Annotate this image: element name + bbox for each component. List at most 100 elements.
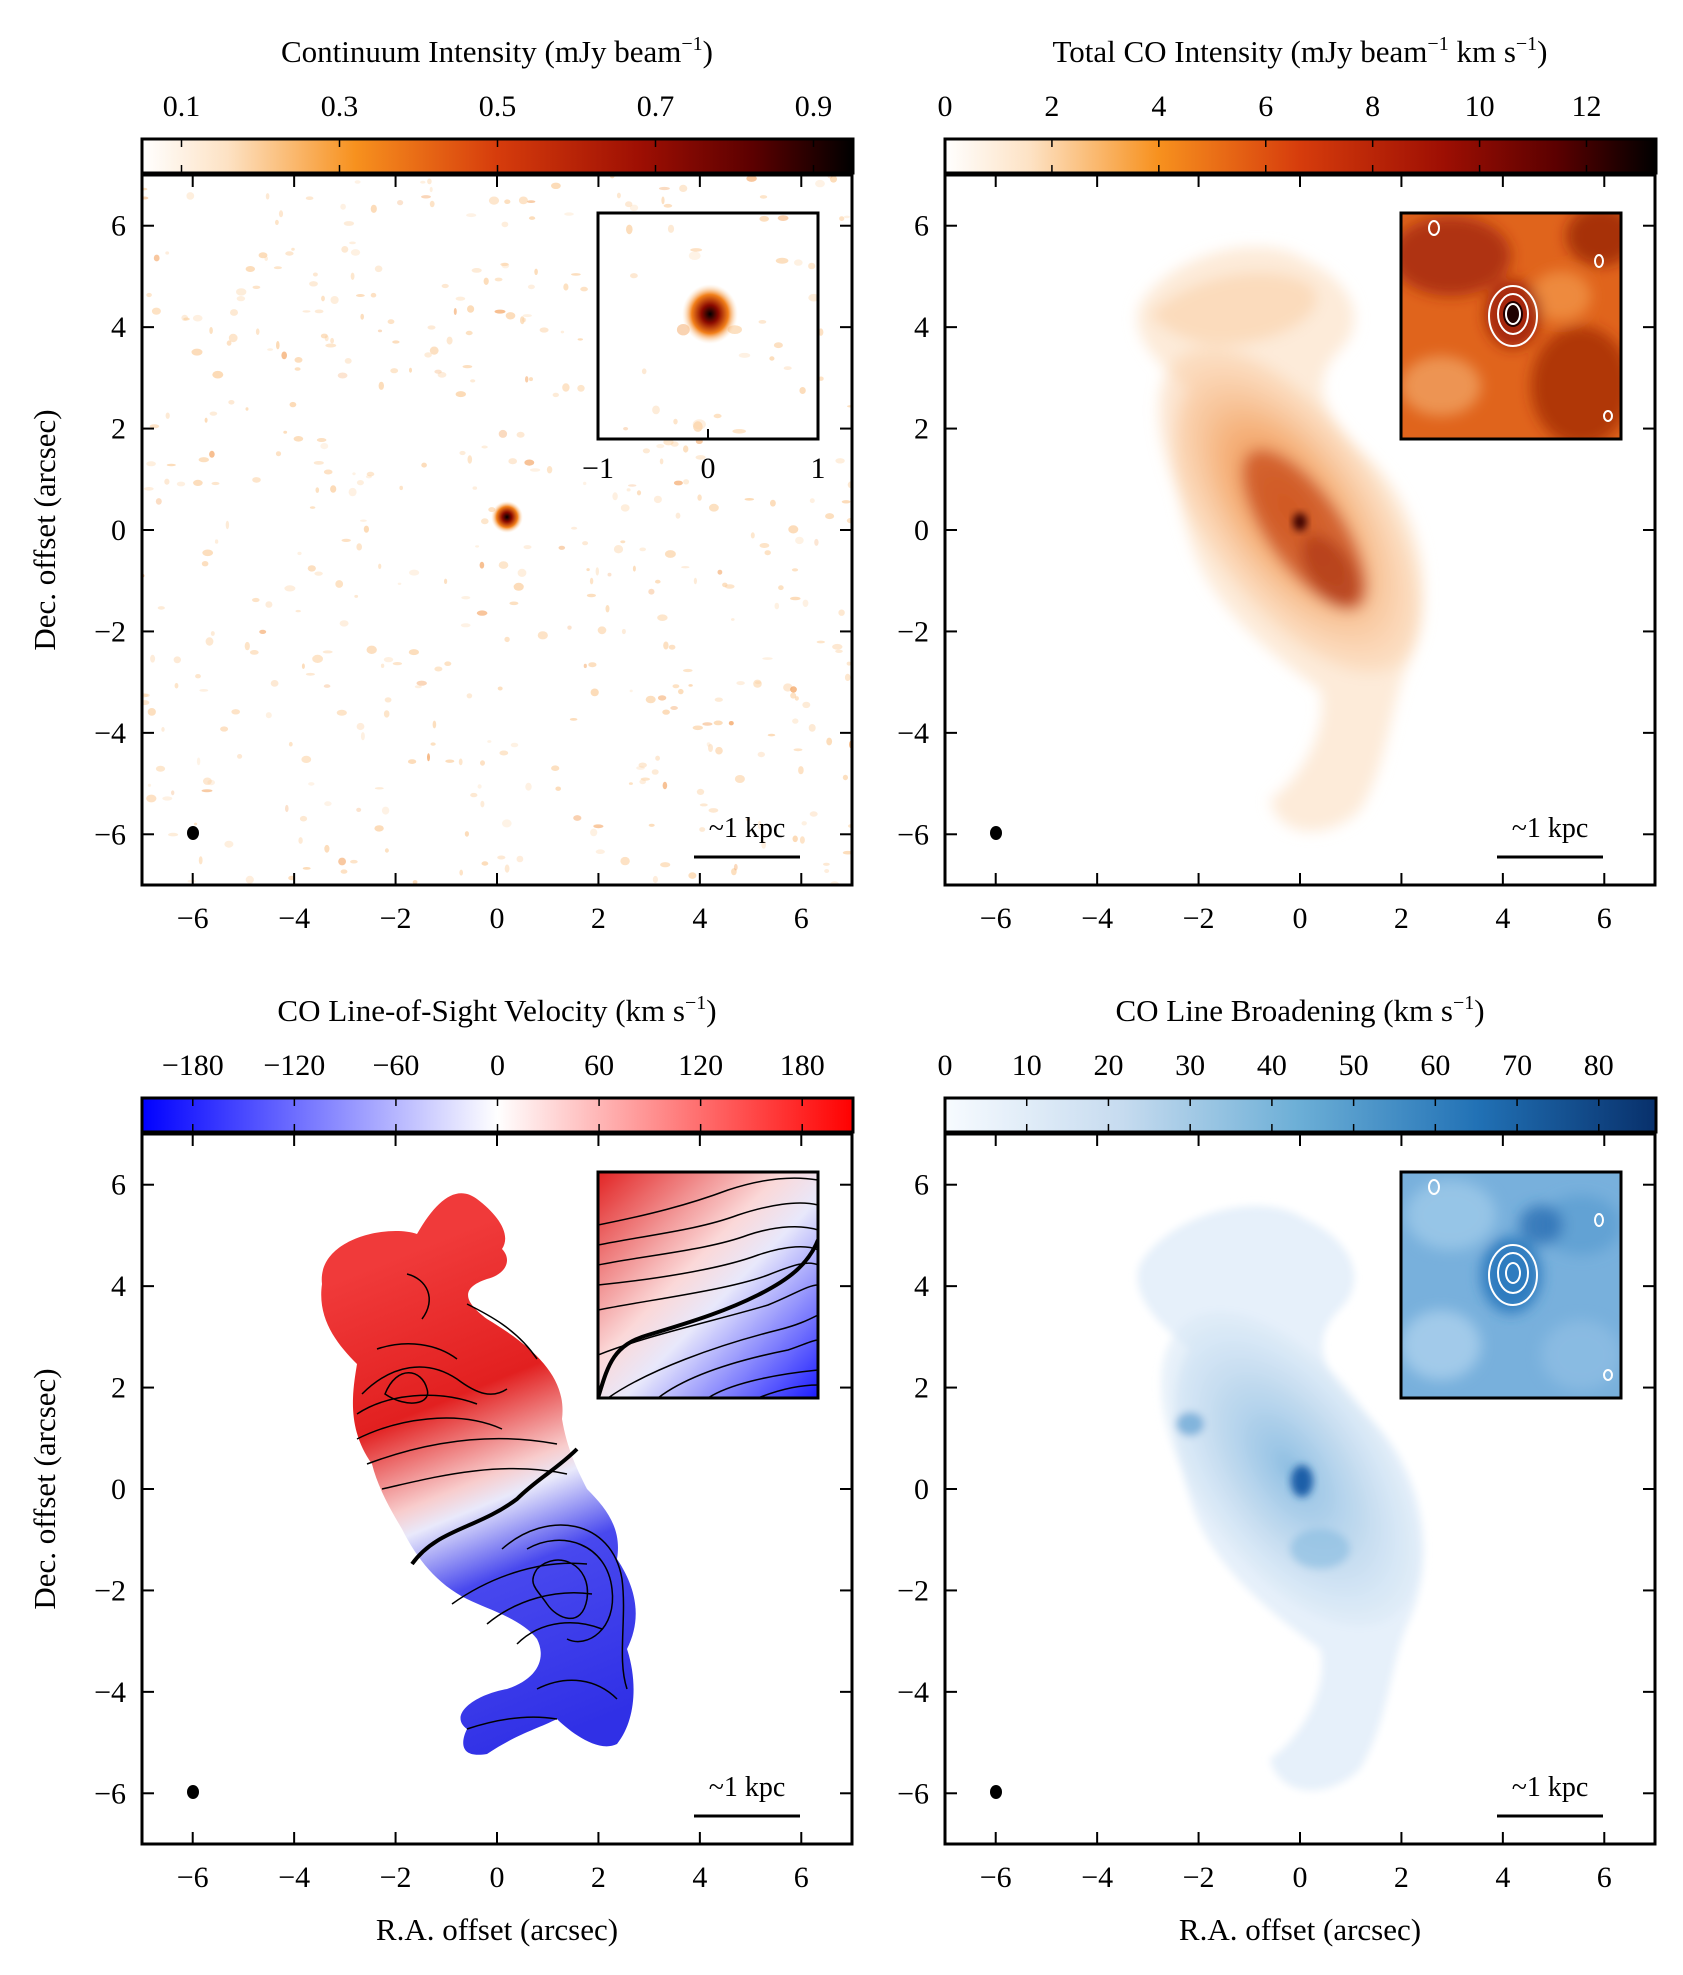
noise-speckle [502, 819, 512, 828]
noise-speckle [589, 577, 594, 585]
x-tick-label: 4 [692, 902, 707, 935]
xlabel-bottom-left: R.A. offset (arcsec) [376, 1912, 618, 1947]
noise-speckle [155, 498, 162, 505]
noise-speckle [245, 266, 255, 272]
noise-speckle [370, 204, 377, 213]
noise-speckle [314, 571, 323, 576]
x-tick-label: 0 [1293, 1861, 1308, 1894]
colorbar-tick-label: 60 [584, 1049, 614, 1082]
noise-speckle [607, 572, 612, 577]
noise-speckle [199, 689, 209, 692]
noise-speckle [214, 539, 219, 544]
noise-speckle [573, 815, 582, 821]
noise-speckle [270, 680, 279, 687]
noise-speckle [651, 769, 659, 775]
noise-speckle [688, 251, 701, 260]
noise-speckle [826, 737, 833, 746]
panel-co-intensity: Total CO Intensity (mJy beam−1 km s−1) 0… [897, 33, 1658, 935]
noise-speckle [732, 429, 746, 434]
noise-speckle [176, 481, 186, 487]
noise-speckle [517, 568, 527, 577]
noise-speckle [769, 356, 775, 361]
noise-speckle [252, 597, 260, 603]
noise-speckle [430, 742, 436, 746]
noise-speckle [453, 308, 457, 315]
noise-speckle [324, 844, 330, 853]
noise-speckle [734, 775, 745, 783]
noise-speckle [792, 835, 798, 843]
noise-speckle [505, 312, 516, 320]
noise-speckle [465, 330, 473, 336]
noise-speckle [783, 366, 792, 370]
noise-speckle [652, 875, 658, 884]
colorbar-co-broadening-fill [943, 1096, 1658, 1134]
noise-speckle [798, 766, 804, 775]
noise-speckle [409, 569, 420, 576]
y-tick-label: 6 [111, 210, 126, 243]
noise-speckle [525, 782, 532, 791]
noise-speckle [383, 657, 394, 663]
inset-continuum: −1 0 1 [582, 211, 826, 485]
colorbar-tick-label: 12 [1572, 90, 1602, 123]
colorbar-tick-label: 2 [1044, 90, 1059, 123]
noise-speckle [564, 212, 574, 216]
noise-speckle [298, 837, 303, 844]
noise-speckle [667, 224, 675, 233]
noise-speckle [165, 251, 170, 255]
co-intensity-map [1137, 247, 1424, 832]
noise-speckle [516, 855, 524, 863]
noise-speckle [498, 561, 509, 569]
noise-speckle [487, 740, 492, 743]
y-tick-label: 6 [111, 1169, 126, 1202]
noise-speckle [799, 387, 806, 394]
noise-speckle [236, 296, 246, 302]
x-tick-label: 2 [1394, 1861, 1409, 1894]
colorbar-tick-label: 50 [1339, 1049, 1369, 1082]
noise-speckle [683, 445, 689, 453]
noise-speckle [818, 376, 824, 381]
beam-ellipse [187, 1785, 199, 1799]
noise-speckle [746, 817, 751, 822]
noise-speckle [520, 316, 525, 325]
noise-speckle [356, 807, 362, 812]
x-tick-label: 2 [591, 902, 606, 935]
noise-speckle [524, 459, 535, 466]
noise-speckle [562, 383, 570, 392]
noise-speckle [165, 412, 170, 419]
noise-speckle [695, 455, 706, 460]
noise-speckle [374, 787, 384, 790]
noise-speckle [791, 568, 799, 572]
noise-speckle [731, 868, 737, 876]
inset-velocity-zero-contour [598, 1239, 818, 1398]
noise-speckle [301, 755, 312, 763]
colorbar-tick-label: 30 [1175, 1049, 1205, 1082]
noise-speckle [696, 788, 705, 795]
noise-speckle [444, 661, 452, 666]
noise-speckle [322, 650, 333, 654]
x-tick-label: −2 [380, 1861, 412, 1894]
noise-speckle [461, 596, 471, 600]
noise-speckle [350, 859, 358, 864]
noise-speckle [283, 430, 288, 434]
noise-speckle [678, 688, 684, 695]
noise-speckle [220, 726, 229, 732]
noise-speckle [762, 657, 773, 660]
noise-speckle [210, 631, 215, 636]
noise-speckle [330, 337, 334, 344]
noise-speckle [582, 541, 589, 546]
noise-speckle [497, 855, 506, 860]
noise-speckle [228, 333, 238, 343]
noise-speckle [445, 759, 455, 763]
noise-speckle [309, 506, 316, 509]
noise-speckle [387, 319, 395, 325]
noise-speckle [753, 679, 762, 688]
noise-speckle [384, 848, 389, 853]
noise-speckle [629, 689, 633, 693]
noise-speckle [249, 650, 259, 655]
noise-speckle [597, 626, 607, 635]
scalebar-label: ~1 kpc [1512, 813, 1589, 844]
x-tick-label: 2 [591, 1861, 606, 1894]
noise-speckle [636, 490, 642, 496]
noise-speckle [516, 431, 525, 438]
y-tick-label: −2 [897, 1574, 929, 1607]
